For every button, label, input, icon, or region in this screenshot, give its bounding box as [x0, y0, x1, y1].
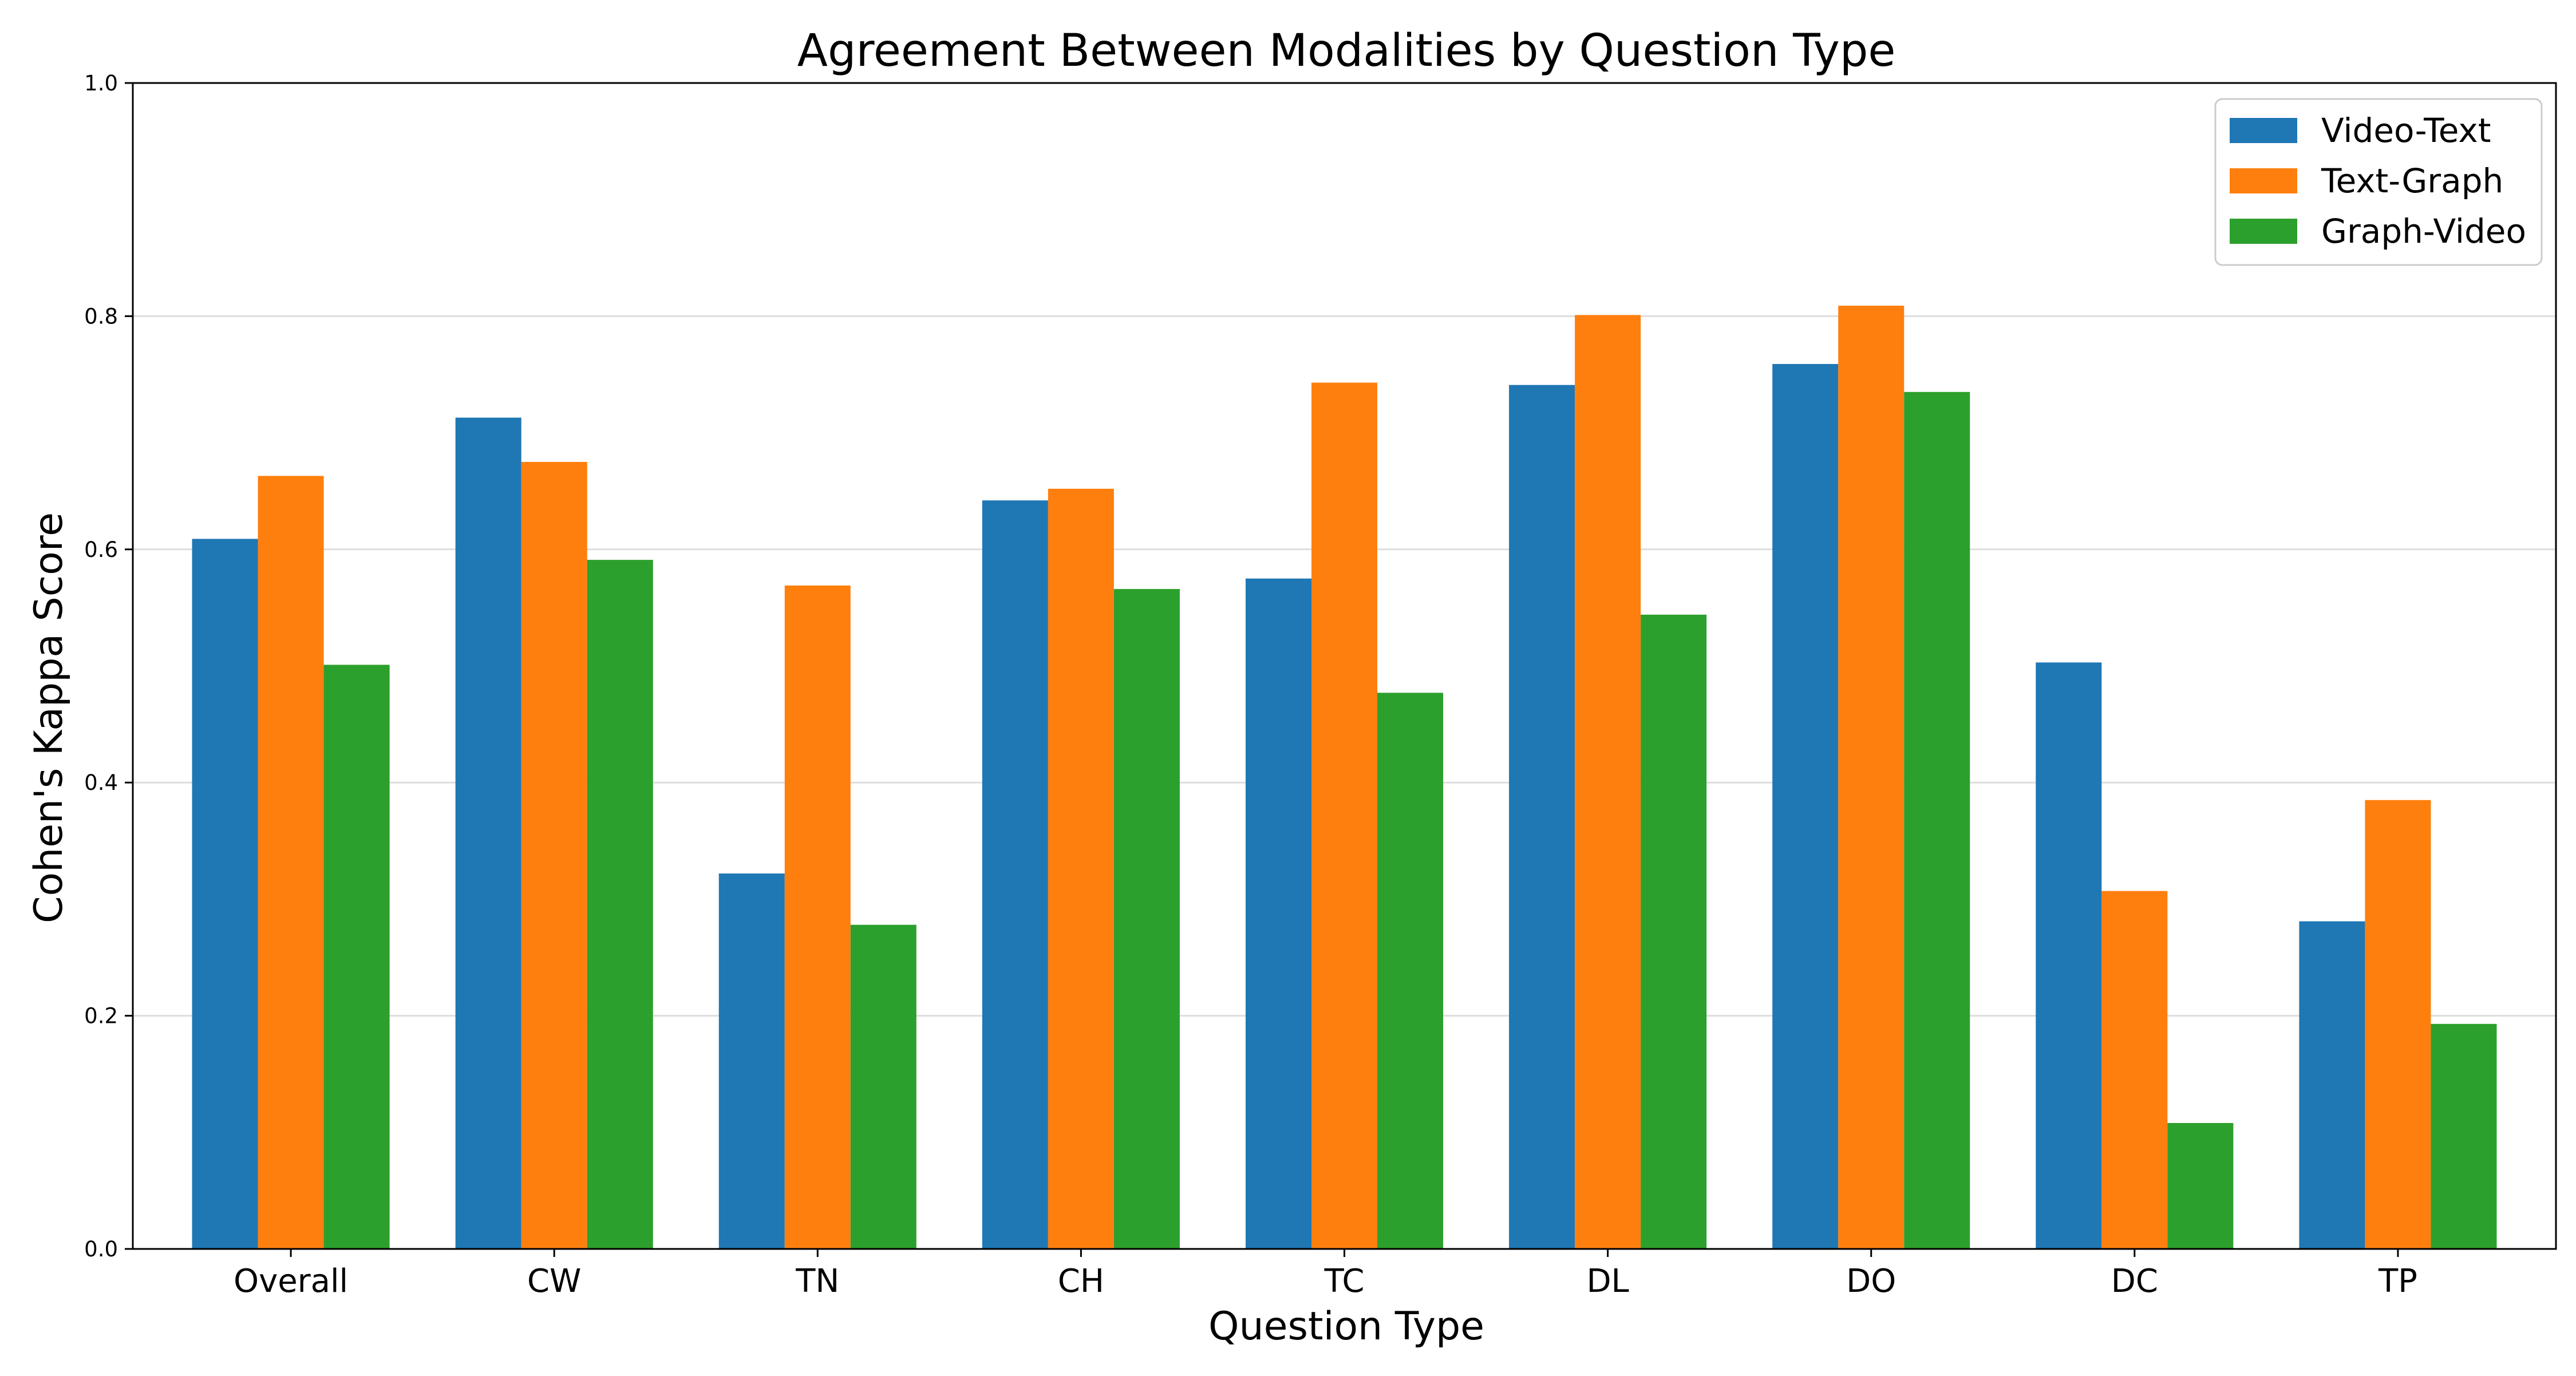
- bar-video-text-tc: [1245, 578, 1311, 1249]
- legend-swatch: [2230, 118, 2297, 143]
- y-tick-label: 1.0: [84, 71, 118, 96]
- bar-graph-video-ch: [1113, 589, 1180, 1249]
- legend-swatch: [2230, 219, 2297, 244]
- y-axis-label: Cohen's Kappa Score: [26, 512, 72, 923]
- y-tick-labels: 0.0 0.2 0.4 0.6 0.8 1.0: [84, 71, 118, 1262]
- bar-graph-video-cw: [587, 560, 653, 1249]
- y-tick-label: 0.8: [84, 304, 118, 329]
- y-tick-label: 0.6: [84, 537, 118, 562]
- legend: Video-Text Text-Graph Graph-Video: [2214, 98, 2543, 266]
- bar-graph-video-tc: [1377, 693, 1444, 1249]
- x-tick-label: DO: [1846, 1263, 1896, 1300]
- bar-text-graph-ch: [1048, 488, 1114, 1249]
- bar-text-graph-do: [1838, 306, 1905, 1249]
- bar-graph-video-overall: [323, 665, 390, 1249]
- y-tick-label: 0.4: [84, 770, 118, 795]
- bar-video-text-tp: [2299, 921, 2365, 1249]
- x-tick-label: DC: [2111, 1263, 2158, 1300]
- legend-label: Graph-Video: [2321, 212, 2526, 251]
- bar-video-text-dc: [2036, 662, 2102, 1249]
- y-tick-label: 0.0: [84, 1237, 118, 1262]
- bar-text-graph-overall: [258, 476, 324, 1249]
- x-tick-label: TP: [2378, 1263, 2417, 1300]
- bar-video-text-cw: [455, 417, 521, 1249]
- bar-text-graph-tn: [784, 585, 851, 1249]
- plot-frame: [132, 82, 2557, 1250]
- bar-graph-video-tn: [850, 924, 916, 1249]
- bar-text-graph-tc: [1311, 382, 1378, 1249]
- bar-graph-video-dc: [2167, 1123, 2234, 1249]
- legend-label: Text-Graph: [2321, 161, 2503, 200]
- bar-text-graph-tp: [2365, 800, 2431, 1249]
- bar-text-graph-dl: [1575, 315, 1641, 1249]
- bar-video-text-overall: [192, 539, 258, 1249]
- bar-video-text-ch: [982, 500, 1048, 1249]
- x-tick-label: TC: [1323, 1263, 1364, 1300]
- bar-graph-video-dl: [1641, 614, 1707, 1249]
- x-tick-label: Overall: [234, 1263, 348, 1300]
- x-tick-label: DL: [1586, 1263, 1629, 1300]
- x-tick-label: CW: [527, 1263, 581, 1300]
- legend-swatch: [2230, 168, 2297, 193]
- bar-graph-video-tp: [2431, 1023, 2497, 1249]
- bar-video-text-do: [1772, 363, 1839, 1249]
- bar-text-graph-cw: [521, 462, 587, 1249]
- x-tick-label: CH: [1058, 1263, 1104, 1300]
- bar-video-text-tn: [718, 873, 785, 1249]
- bar-video-text-dl: [1509, 385, 1575, 1249]
- bar-graph-video-do: [1904, 392, 1970, 1250]
- chart-title: Agreement Between Modalities by Question…: [797, 25, 1896, 77]
- bars: [192, 306, 2497, 1250]
- axes: [125, 82, 2557, 1257]
- y-tick-label: 0.2: [84, 1004, 118, 1029]
- x-tick-labels: Overall CW TN CH TC DL DO DC TP: [234, 1263, 2417, 1300]
- legend-label: Video-Text: [2321, 111, 2491, 150]
- x-axis-label: Question Type: [1208, 1304, 1484, 1349]
- x-tick-label: TN: [795, 1263, 839, 1300]
- bar-text-graph-dc: [2101, 891, 2168, 1249]
